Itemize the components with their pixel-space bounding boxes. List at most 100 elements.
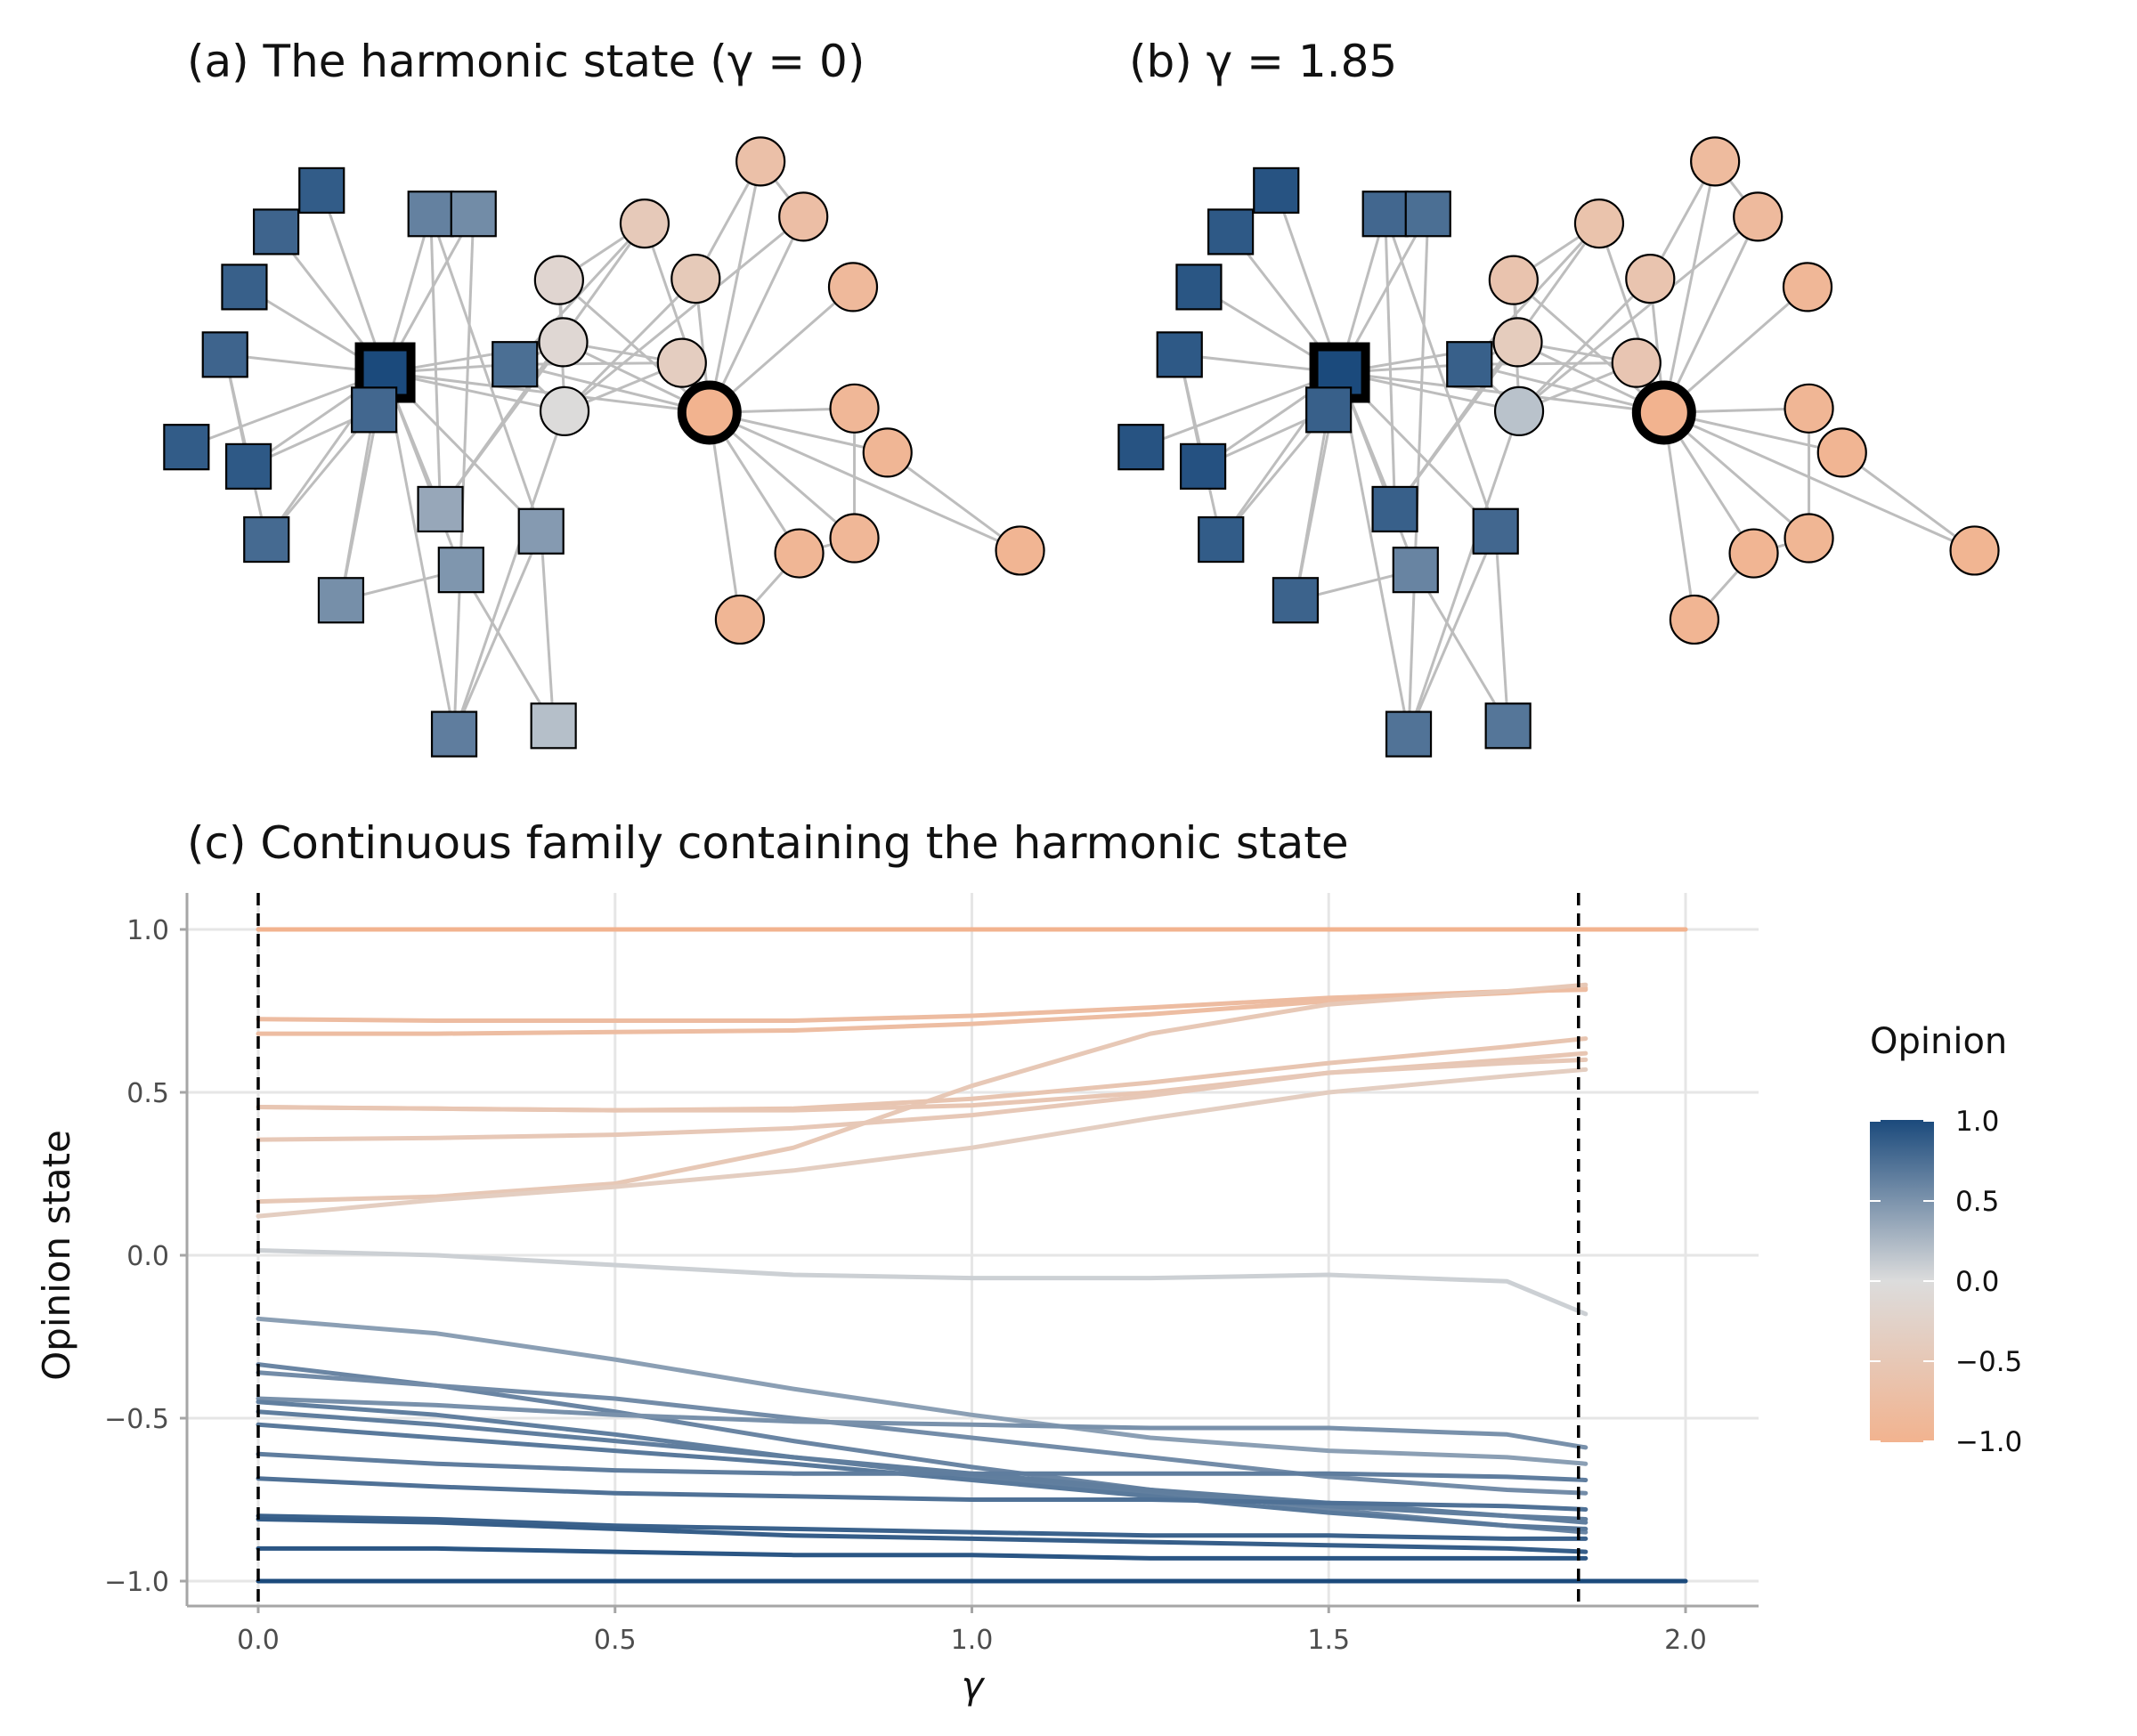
panel-b-node-square-4 [1175,264,1223,311]
legend-tick-label: 0.5 [1955,1186,1999,1218]
panel-a-node-circle-19 [539,385,590,436]
panel-b-node-circle-30 [1784,513,1834,564]
x-axis-label: γ [962,1664,986,1708]
panel-b-edge [1140,371,1341,449]
panel-b-node-circle-28 [1784,383,1834,434]
panel-b-node-circle-24 [1625,254,1676,304]
panel-a-node-square-5 [253,208,300,256]
panel-a-node-square-16 [517,507,565,555]
panel-a-node-square-17 [430,710,478,758]
panel-b-node-circle-31 [1728,528,1779,579]
panel-a-edge [708,412,742,621]
panel-a-node-square-2 [351,386,398,434]
legend-tick-label: 0.0 [1955,1266,1999,1298]
panel-a-edge [185,371,386,449]
panel-a-node-circle-20 [538,317,589,368]
y-tick-label: −1.0 [104,1567,169,1598]
panel-a-node-circle-31 [774,528,825,579]
panel-b-node-square-5 [1207,208,1255,256]
series-line-20 [256,1517,1589,1554]
series-line-10 [256,1316,1589,1466]
network-panel-a [163,136,1045,758]
panel-a-node-square-7 [163,424,210,471]
panel-b-edge [1494,531,1510,726]
panel-b-node-circle-23 [1573,199,1625,249]
series-line-4 [256,982,1589,1205]
panel-b-node-circle-22 [1611,337,1662,388]
series-line-2 [256,987,1589,1023]
panel-a-edge [320,190,386,373]
legend-ticks: 1.0 0.5 0.0 −0.5 −1.0 [1870,1106,2022,1458]
panel-b-node-square-17 [1385,710,1433,758]
panel-b-node-circle-20 [1492,317,1543,368]
panel-b-edge [1518,215,1759,413]
panel-b-node-square-3 [1156,331,1203,378]
panel-a-node-circle-30 [829,513,880,564]
panel-a-node-circle-27 [827,262,879,312]
panel-b-node-circle-33 [1669,594,1720,645]
series-line-5 [256,1036,1589,1113]
panel-b-node-square-11 [1361,191,1409,238]
panel-a-node-circle-29 [862,427,913,478]
chart-vertical-markers [256,893,1580,1606]
panel-a-node-circle-22 [656,337,707,388]
panel-b-edge [1517,278,1652,412]
panel-c-title: (c) Continuous family containing the har… [187,817,1349,869]
panel-a-edge [429,214,443,509]
panel-a-node-circle-25 [735,136,786,187]
panel-b-node-square-15 [1371,485,1418,533]
panel-b-node-square-14 [1392,547,1439,594]
panel-b-edge [1468,362,1665,414]
series-line-17 [256,1451,1589,1482]
panel-b-edge [1384,213,1498,532]
panel-a-node-circle-26 [778,191,829,242]
legend-tick-label: −0.5 [1955,1346,2022,1378]
x-tick-label: 0.0 [237,1625,280,1656]
panel-a-node-square-8 [225,442,272,490]
panel-b-node-square-16 [1472,507,1519,555]
series-line-8 [256,1067,1589,1219]
panel-b-node-square-2 [1305,386,1353,434]
panel-a-edge [515,361,682,366]
panel-a-edge [886,451,1021,552]
panel-a-edge [339,410,376,601]
series-line-12 [256,1370,1589,1496]
panel-b-edge [1469,361,1637,366]
panel-b-edge [1663,411,1976,552]
series-line-9 [256,1248,1589,1317]
panel-a-node-square-15 [417,485,464,533]
panel-b-edge [1384,214,1397,509]
y-tick-label: 0.0 [126,1241,169,1272]
panel-a-edge [385,371,710,414]
series-line-16 [256,1422,1589,1531]
y-tick-label: 1.0 [126,915,169,946]
panel-b-title: (b) γ = 1.85 [1129,36,1397,87]
series-line-21 [256,1545,1589,1561]
panel-a-edge [452,214,475,734]
panel-a-node-square-13 [317,577,365,624]
panel-b-edge [1840,451,1976,552]
panel-a-node-square-11 [407,191,454,238]
panel-a-node-square-3 [201,331,248,378]
legend-title: Opinion [1870,1021,2007,1062]
panel-b-edge [1394,341,1519,510]
panel-a-edge [709,411,1021,552]
panel-b-node-circle-27 [1782,262,1833,312]
legend-tick-label: 1.0 [1955,1106,1999,1138]
panel-b-node-square-7 [1117,424,1165,471]
series-line-19 [256,1513,1589,1541]
panel-a-edge [514,362,711,414]
x-tick-label: 1.0 [951,1625,994,1656]
panel-b-node-square-12 [1404,191,1451,238]
color-legend: Opinion 1.0 0.5 0.0 −0.5 −1.0 [1870,1021,2022,1458]
panel-b-nodes [1117,136,2000,758]
panel-a-edge [708,215,805,414]
panel-a-node-circle-21 [533,255,584,305]
panel-b-node-square-13 [1272,577,1320,624]
panel-b-node-circle-25 [1690,136,1741,187]
panel-b-node-square-6 [1253,166,1300,214]
panel-b-node-circle-32 [1949,525,2000,576]
panel-a-node-circle-33 [714,594,766,645]
panel-b-edge [1407,531,1498,735]
